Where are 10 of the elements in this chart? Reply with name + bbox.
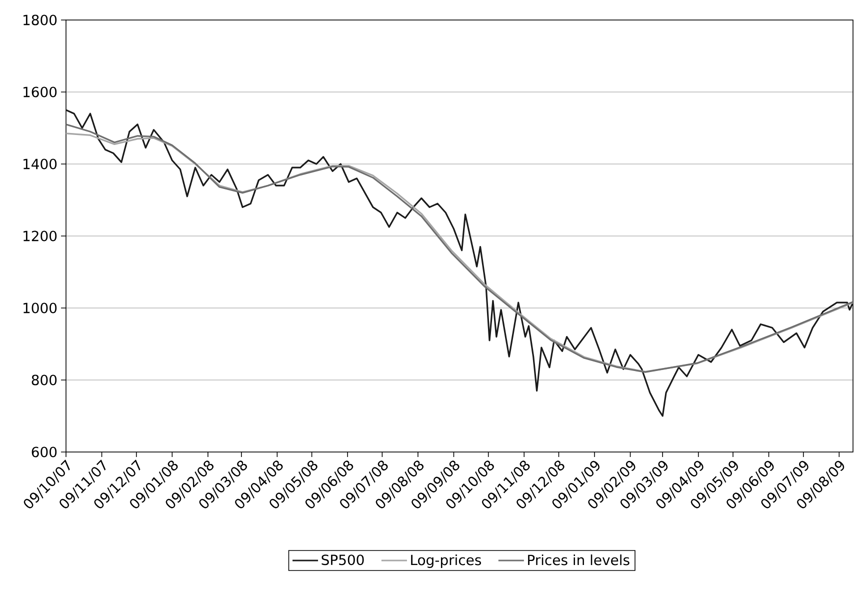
legend-label: SP500 — [322, 554, 364, 566]
y-tick-label: 1000 — [24, 302, 57, 314]
y-tick-label: 1400 — [24, 158, 57, 170]
legend-label: Prices in levels — [528, 554, 630, 566]
y-tick-label: 1200 — [24, 230, 57, 242]
legend-label: Log-prices — [411, 554, 482, 568]
y-tick-label: 800 — [32, 374, 57, 386]
y-tick-label: 600 — [32, 446, 57, 458]
y-tick-label: 1800 — [24, 14, 57, 26]
y-tick-label: 1600 — [24, 86, 57, 98]
